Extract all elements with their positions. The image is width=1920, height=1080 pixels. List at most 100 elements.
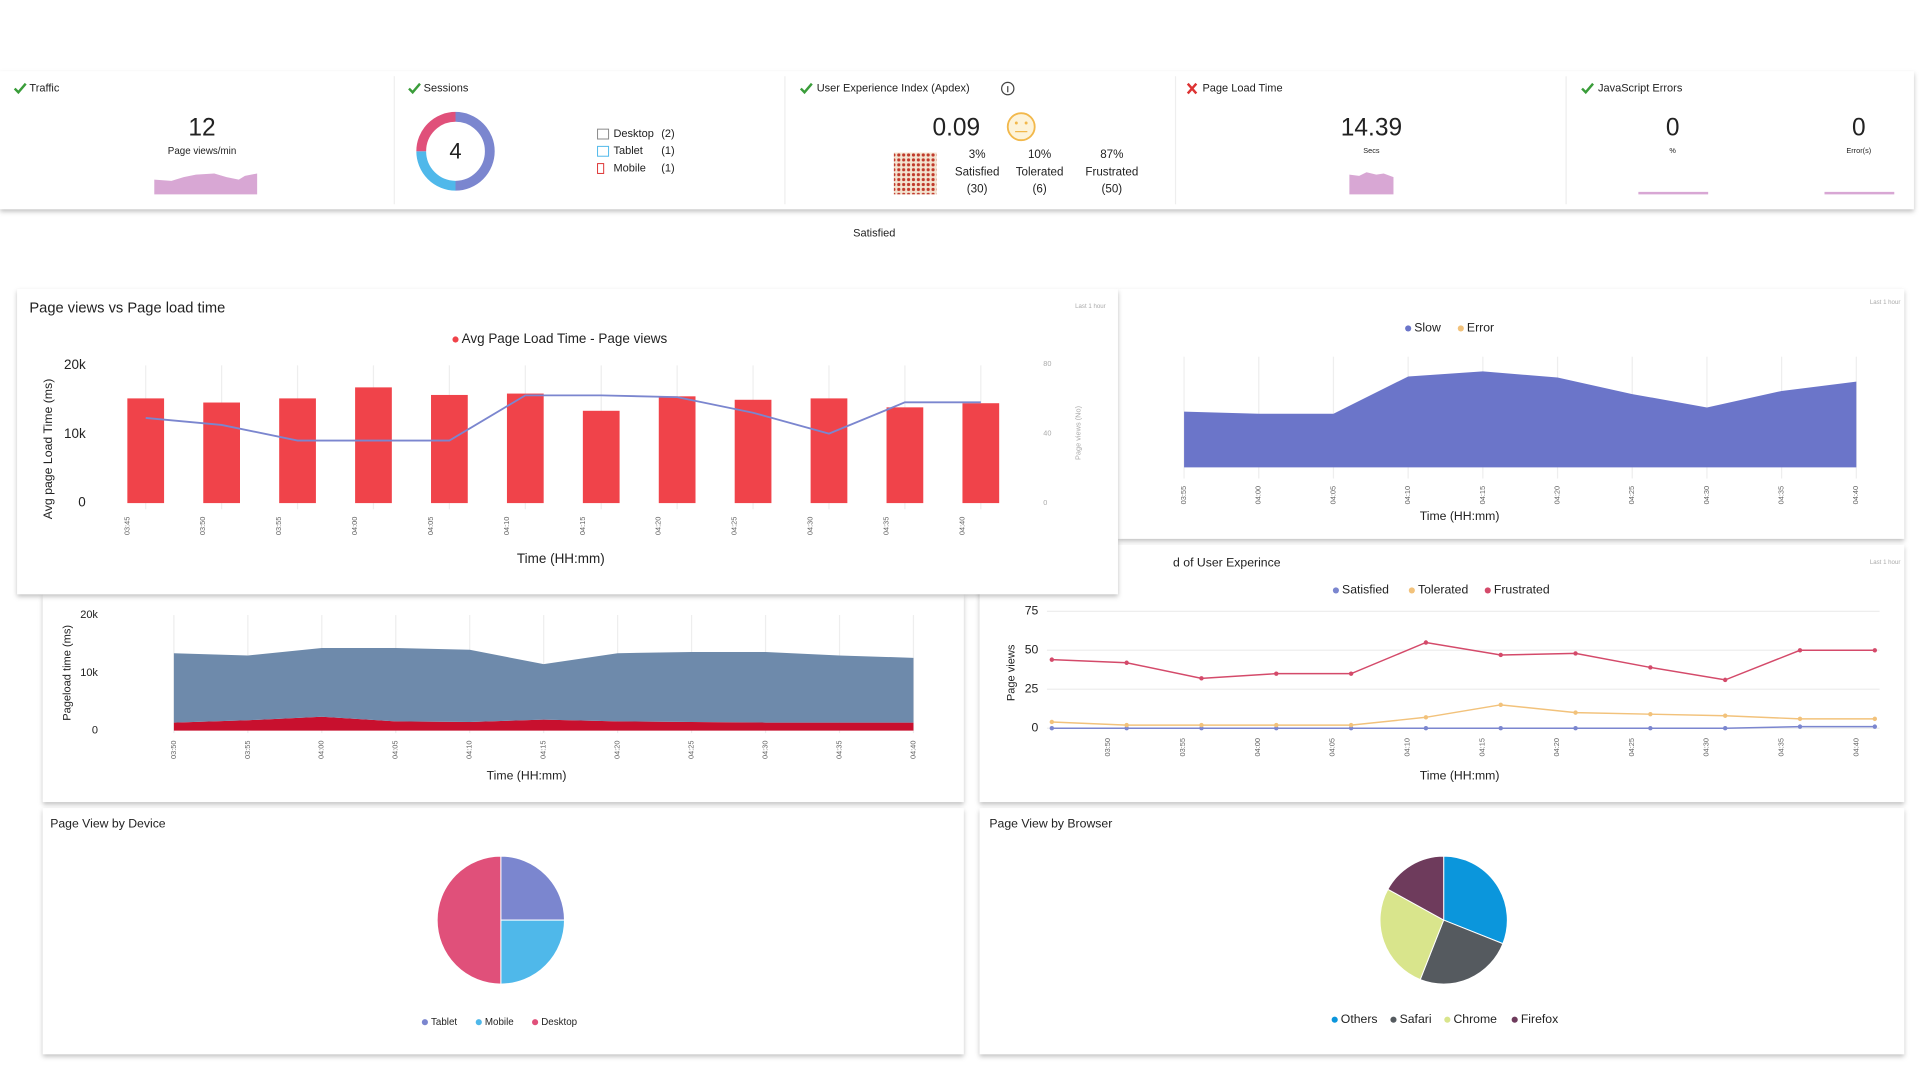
x-axis-title: Time (HH:mm) [1420, 768, 1500, 782]
kpi-value: 0.09 [933, 115, 981, 142]
x-tick-label: 04:15 [578, 517, 587, 535]
point [1348, 725, 1354, 731]
x-tick-label: 04:35 [881, 517, 890, 535]
apdex-count-label: (30) [967, 182, 988, 195]
kpi-title: Sessions [424, 82, 469, 94]
info-icon[interactable] [1001, 81, 1015, 96]
bar [355, 387, 392, 504]
point [1199, 725, 1204, 731]
bar [734, 399, 772, 504]
x-tick-label: 04:40 [1851, 738, 1860, 756]
x-tick-label: 03:55 [274, 517, 283, 535]
card [17, 289, 1118, 595]
legend-marker [452, 336, 459, 343]
smiley-eye [1024, 121, 1028, 125]
x-tick-label: 04:05 [1328, 738, 1337, 756]
line [145, 394, 981, 442]
legend-marker [1390, 1016, 1397, 1023]
line [1051, 704, 1875, 726]
x-tick-label: 04:00 [1253, 738, 1262, 756]
apdex-grid [893, 152, 937, 195]
kpi-unit: Secs [1363, 146, 1380, 155]
apdex-name: Tolerated [1016, 165, 1064, 178]
check-icon [408, 82, 421, 95]
x-tick-label: 04:10 [1403, 486, 1412, 504]
y-tick-label: 10k [80, 667, 98, 679]
x-tick-label: 04:25 [730, 517, 739, 535]
legend-label: Chrome [1453, 1012, 1497, 1026]
line [1051, 725, 1875, 729]
x-tick-label: 04:15 [1478, 486, 1487, 504]
point [1797, 724, 1803, 729]
x-tick-label: 04:35 [1777, 738, 1786, 756]
legend-marker [421, 1019, 428, 1026]
point [1872, 724, 1878, 729]
point [1423, 725, 1429, 731]
point [1348, 671, 1354, 676]
legend-label: Error [1467, 321, 1494, 335]
x-tick-label: 04:05 [426, 517, 435, 535]
y-axis-title: Page views [1005, 644, 1017, 701]
y-tick-label: 75 [1025, 604, 1039, 618]
y-axis-title: Pageload time (ms) [61, 625, 73, 721]
x-tick-label: 04:30 [806, 517, 815, 535]
chart-title: Page View by Device [50, 816, 166, 830]
legend-label: Tablet [431, 1017, 457, 1028]
x-tick-label: 04:00 [350, 517, 359, 535]
y-tick-label: 40 [1043, 429, 1051, 438]
sparkline [1349, 172, 1394, 195]
legend-marker [1331, 1016, 1338, 1023]
apdex-count-label: (50) [1102, 182, 1123, 195]
x-tick-label: 04:40 [1851, 486, 1860, 504]
legend-marker [475, 1019, 482, 1026]
legend-count: (2) [661, 128, 674, 140]
y-tick-label: 50 [1025, 643, 1039, 657]
smiley-icon [1006, 112, 1036, 142]
area [173, 647, 914, 723]
point [1124, 725, 1129, 731]
pie-slice [1419, 919, 1504, 985]
x-tick-label: 04:00 [1254, 486, 1263, 504]
y-tick-label: 0 [92, 725, 98, 737]
legend-label: Safari [1400, 1012, 1432, 1026]
legend-count: (1) [661, 162, 674, 174]
point [1049, 719, 1055, 725]
point [1498, 702, 1503, 708]
legend-label: Frustrated [1494, 583, 1550, 597]
x-tick-label: 04:05 [391, 741, 400, 759]
pie-slice [500, 855, 565, 921]
error-icon [1186, 82, 1198, 95]
kpi-card [0, 71, 1914, 210]
legend-marker [1484, 587, 1491, 594]
point [1199, 722, 1204, 728]
check-icon [799, 82, 813, 95]
bar [962, 403, 1000, 504]
point [1797, 716, 1803, 722]
x-tick-label: 04:30 [1702, 738, 1711, 756]
sparkline [154, 173, 258, 195]
bar [810, 398, 848, 504]
legend-label: Firefox [1521, 1012, 1558, 1026]
point [1872, 648, 1878, 653]
point [1498, 652, 1503, 658]
x-tick-label: 03:55 [243, 741, 252, 759]
legend-marker [1408, 587, 1415, 594]
period: Last 1 hour [1075, 303, 1106, 310]
apdex-pct-label: 87% [1100, 148, 1123, 161]
x-tick-label: 04:20 [654, 517, 663, 535]
check-icon [13, 82, 27, 95]
period: Last 1 hour [1870, 299, 1901, 306]
legend-label: Tablet [613, 145, 642, 157]
kpi-value: 0 [1666, 115, 1680, 142]
apdex-name: Frustrated [1085, 165, 1138, 178]
kpi-value: 0 [1852, 115, 1866, 142]
kpi-title: JavaScript Errors [1598, 82, 1683, 94]
chart-title: d of User Experince [1173, 556, 1281, 570]
x-tick-label: 04:35 [1777, 486, 1786, 504]
point [1124, 722, 1129, 728]
x-axis-title: Time (HH:mm) [1420, 509, 1500, 523]
point [1648, 665, 1653, 670]
point [1648, 711, 1653, 717]
kpi-value: 12 [188, 115, 215, 142]
x-tick-label: 04:00 [317, 741, 326, 759]
